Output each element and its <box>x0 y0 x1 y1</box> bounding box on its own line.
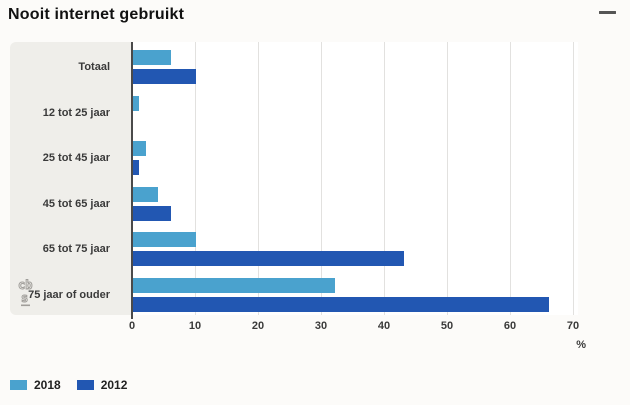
plot-area <box>132 42 578 315</box>
gridline <box>510 42 511 315</box>
gridline <box>447 42 448 315</box>
cbs-logo-icon: cb s <box>18 278 33 307</box>
bar-2012 <box>133 205 171 221</box>
bar-2012 <box>133 69 196 84</box>
x-tick-label: 20 <box>251 320 265 332</box>
legend-entry-2018[interactable]: 2018 <box>10 378 61 392</box>
bar-2018 <box>133 232 196 247</box>
gridline <box>573 42 574 315</box>
legend-entry-2012[interactable]: 2012 <box>76 378 128 392</box>
legend-label: 2012 <box>100 378 128 392</box>
x-tick-label: 10 <box>188 320 202 332</box>
x-tick-label: 0 <box>128 320 136 332</box>
x-tick-label: 50 <box>440 320 454 332</box>
legend-label: 2018 <box>34 378 61 392</box>
x-tick-label: 30 <box>314 320 328 332</box>
svg-text:cb: cb <box>18 278 32 292</box>
category-label: 65 tot 75 jaar <box>42 243 110 255</box>
chart-title: Nooit internet gebruikt <box>8 6 185 23</box>
x-tick-label: 40 <box>377 320 391 332</box>
x-axis-unit-label: % <box>576 339 586 351</box>
gridline <box>195 42 196 315</box>
x-tick-label: 60 <box>503 320 517 332</box>
bar-2018 <box>133 95 140 111</box>
legend-swatch-2018 <box>10 380 27 390</box>
gridline <box>384 42 385 315</box>
chart-legend: 2018 2012 <box>10 378 143 392</box>
bar-2012 <box>133 296 549 312</box>
hamburger-bar <box>599 11 616 14</box>
svg-text:s: s <box>21 291 28 305</box>
bar-2018 <box>133 186 159 202</box>
bar-2018 <box>133 50 171 65</box>
category-label: 45 tot 65 jaar <box>42 197 110 210</box>
category-label: Totaal <box>78 61 110 73</box>
gridline <box>321 42 322 315</box>
gridline <box>258 42 259 315</box>
category-label-panel <box>10 42 132 315</box>
bar-2018 <box>133 277 335 293</box>
x-axis: 0 10 20 30 40 50 60 70 <box>0 320 630 334</box>
bar-2012 <box>133 160 140 175</box>
category-label: 25 tot 45 jaar <box>42 152 110 164</box>
bar-2018 <box>133 141 146 156</box>
legend-swatch-2012 <box>76 380 94 390</box>
bar-2012 <box>133 251 404 266</box>
y-axis-line <box>131 42 133 319</box>
category-label: 75 jaar of ouder <box>28 288 110 301</box>
category-label: 12 tot 25 jaar <box>42 106 110 119</box>
x-tick-label: 70 <box>566 320 580 332</box>
